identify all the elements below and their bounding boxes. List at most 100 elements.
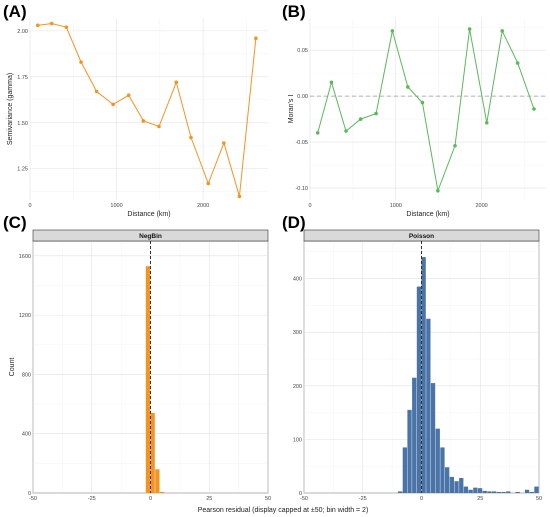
y-tick-label: 800 [22,372,31,378]
histogram-bar [492,491,497,493]
histogram-bar [487,491,492,493]
data-point [157,124,161,129]
histogram-bar [449,476,454,493]
histogram-bar [402,447,407,493]
y-tick-label: 1.25 [17,167,28,173]
histogram-bar [477,488,483,493]
panel-d-poisson-histogram: -50 -25 0 25 50 0 100 200 300 400 Poisson [293,229,542,502]
data-point [35,23,40,28]
data-point [484,120,489,125]
histogram-bar [150,412,155,493]
x-tick-label: 50 [536,496,542,502]
data-point [94,89,99,94]
data-point [453,143,457,148]
gridlines [29,18,268,200]
data-point [49,21,54,26]
data-point [436,189,440,193]
data-point [254,36,258,41]
data-point [467,27,472,31]
y-axis-title: Moran's I [288,95,295,124]
x-tick-label: -50 [29,496,37,502]
data-point [329,80,334,85]
gridlines [309,18,546,200]
data-point [237,194,242,199]
panel-b-morans-i: 0 1000 2000 -0.10 -0.05 0.00 0.05 Distance (km)… [288,18,546,218]
gridlines [32,241,269,494]
data-point [420,100,425,105]
histogram-bar [426,318,431,493]
histogram-bar [496,491,501,493]
histogram-bar [459,477,464,493]
histogram-bar [412,377,417,493]
data-point [315,131,320,135]
x-tick-label: -50 [300,496,308,502]
data-point [358,117,363,121]
data-point [111,102,115,107]
data-point [189,135,193,140]
histogram-bar [416,286,422,493]
data-point [174,80,179,85]
facet-strip-label: Poisson [409,233,434,240]
histogram-bar [468,489,473,493]
histogram-bar [155,469,160,493]
x-tick-label: 2000 [476,203,488,209]
x-tick-label: 50 [265,496,271,502]
y-tick-label: 0 [28,491,31,497]
y-tick-label: 1200 [19,313,31,319]
data-point [79,60,83,64]
y-axis-title: Count [9,358,16,377]
data-point [64,25,69,29]
histogram-bar [529,491,534,493]
histogram-bar [515,491,520,493]
histogram-bar [430,383,436,493]
facet-strip-label: NegBin [139,233,162,240]
data-point [500,29,505,33]
histogram-bar [506,491,511,493]
x-tick-label: 0 [28,203,31,209]
plot-area [310,18,546,200]
y-tick-label: 100 [293,437,302,443]
panel-a-variogram: 0 1000 2000 1.25 1.50 1.75 2.00 Distance (km) Se… [7,18,268,218]
y-tick-label: -0.10 [295,186,308,192]
data-point [344,129,348,133]
data-point [390,29,395,33]
panel-label-c: (C) [3,213,27,232]
plot-area [30,18,268,200]
x-tick-label: 25 [477,496,483,502]
data-point [126,93,131,98]
data-point [374,111,378,116]
x-tick-label: 1000 [110,203,122,209]
x-tick-label: 0 [308,203,311,209]
x-tick-label: 2000 [197,203,209,209]
x-axis-title: Distance (km) [406,211,449,218]
panel-c-negbin-histogram: -50 -25 0 25 50 0 400 800 1200 1600 Count NegBin [9,229,271,502]
y-tick-label: 300 [293,330,302,336]
y-tick-label: 1.75 [17,75,28,81]
y-tick-label: 400 [22,432,31,438]
y-tick-label: 400 [293,277,302,283]
x-tick-label: -25 [359,496,367,502]
data-point [141,119,146,123]
histogram-bar [473,487,478,493]
y-tick-label: 2.00 [17,29,28,35]
histogram-bar [421,257,426,493]
y-tick-label: 0 [299,491,302,497]
data-point [532,107,536,111]
x-tick-label: -25 [88,496,96,502]
histogram-bar [440,447,445,493]
x-axis-title: Distance (km) [127,211,170,218]
y-tick-label: 0.05 [297,48,308,54]
data-point [406,85,410,89]
x-tick-label: 25 [206,496,212,502]
panel-label-a: (A) [3,2,27,21]
histogram-bar [463,486,469,493]
data-point [515,61,520,65]
y-tick-label: 0.00 [297,94,308,100]
panel-label-b: (B) [282,2,306,21]
histogram-bar [482,490,487,493]
x-tick-label: 0 [420,496,423,502]
y-tick-label: 1.50 [17,121,28,127]
histogram-bar [159,491,165,493]
y-tick-label: 1600 [19,254,31,260]
